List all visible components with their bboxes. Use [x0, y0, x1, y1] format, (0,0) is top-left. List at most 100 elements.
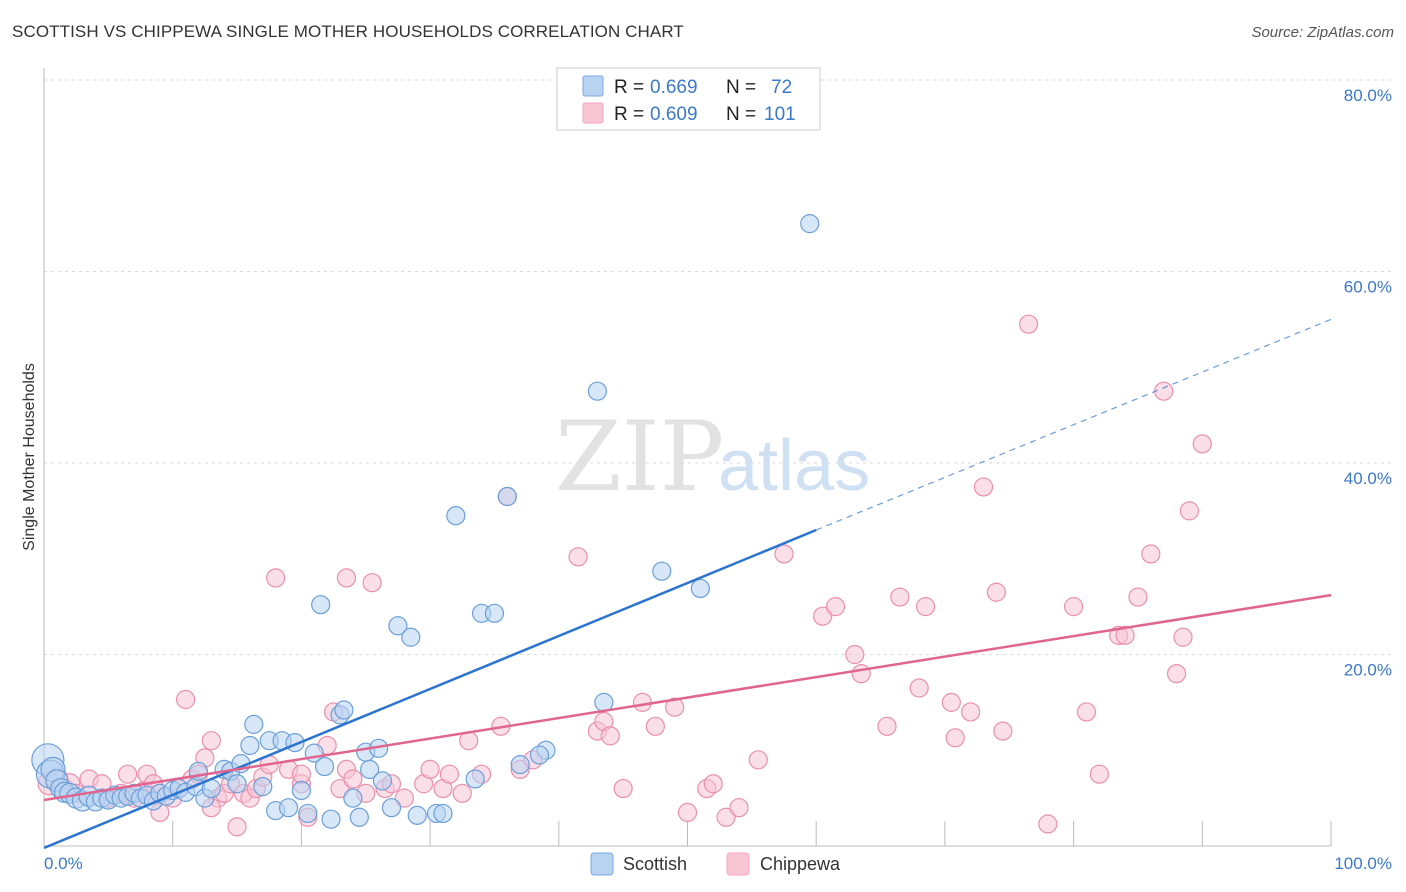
chippewa-point-40 [330, 778, 350, 799]
chippewa-point-96 [1128, 587, 1148, 607]
y-tick-label-60: 60.0% [1344, 278, 1392, 297]
chippewa-point-19 [175, 689, 196, 710]
scottish-points [31, 214, 820, 829]
scottish-point-52 [360, 759, 380, 780]
stats-legend: R = 0.669 N = 72 R = 0.609 N = 101 [556, 67, 821, 131]
chippewa-point-92 [1076, 702, 1097, 722]
chippewa-point-63 [600, 726, 620, 746]
scottish-point-54 [372, 771, 393, 791]
chippewa-point-65 [632, 692, 653, 712]
chippewa-point-93 [1089, 764, 1109, 784]
scottish-point-55 [381, 798, 402, 818]
chippewa-point-33 [266, 568, 286, 588]
legend-n-label-1: N = [726, 77, 756, 98]
watermark-atlas: atlas [718, 426, 870, 506]
scottish-point-42 [298, 803, 318, 824]
scottish-point-58 [407, 805, 427, 825]
source-label: Source: ZipAtlas.com [1251, 24, 1394, 41]
scottish-point-56 [388, 616, 408, 636]
scottish-point-70 [652, 561, 672, 581]
chippewa-point-76 [825, 597, 846, 617]
scottish-point-45 [314, 756, 335, 777]
series-legend-swatch-chippewa [726, 852, 750, 876]
scottish-point-61 [446, 506, 466, 526]
legend-r-value-2: 0.609 [650, 104, 698, 125]
chippewa-point-22 [201, 731, 221, 751]
scottish-trend-line [43, 528, 817, 850]
x-tick-labels: 0.0% 100.0% [44, 854, 1392, 873]
chippewa-point-78 [851, 664, 871, 684]
chippewa-point-86 [973, 477, 994, 497]
chippewa-point-102 [1179, 501, 1200, 521]
legend-swatch-chippewa [582, 102, 604, 124]
scottish-point-71 [690, 578, 710, 599]
chippewa-point-88 [993, 721, 1013, 741]
chippewa-point-36 [291, 764, 311, 784]
chippewa-point-70 [703, 774, 723, 794]
x-tick-label-min: 0.0% [44, 854, 83, 873]
scottish-point-44 [311, 595, 331, 615]
series-legend-chippewa: Chippewa [760, 854, 841, 874]
x-tick-label-max: 100.0% [1334, 854, 1392, 873]
chippewa-point-60 [568, 547, 588, 567]
scottish-point-35 [253, 777, 273, 797]
chippewa-point-72 [729, 798, 749, 818]
scottish-point-33 [240, 735, 260, 756]
chippewa-point-82 [909, 678, 929, 698]
scottish-point-66 [510, 755, 530, 775]
chippewa-point-80 [890, 587, 910, 607]
chippewa-point-73 [748, 750, 768, 770]
chippewa-point-66 [645, 716, 665, 736]
chart-title: SCOTTISH VS CHIPPEWA SINGLE MOTHER HOUSE… [12, 22, 684, 41]
y-tick-labels: 20.0% 40.0% 60.0% 80.0% [1344, 86, 1392, 680]
scottish-point-73 [529, 745, 550, 765]
scottish-point-50 [349, 807, 369, 827]
chippewa-point-77 [845, 644, 865, 665]
scottish-point-34 [244, 714, 264, 734]
y-tick-label-20: 20.0% [1344, 661, 1392, 680]
scottish-point-48 [334, 700, 354, 720]
chippewa-point-68 [677, 802, 698, 823]
chippewa-point-83 [941, 692, 961, 712]
chippewa-point-97 [1141, 544, 1161, 564]
legend-r-label-2: R = [614, 104, 644, 125]
chippewa-point-98 [1154, 381, 1174, 401]
legend-r-label-1: R = [614, 77, 644, 98]
scottish-point-57 [401, 627, 421, 647]
chippewa-points [37, 314, 1212, 837]
chippewa-point-89 [1018, 314, 1039, 334]
y-tick-label-40: 40.0% [1344, 469, 1392, 488]
chippewa-point-99 [1166, 664, 1187, 684]
scottish-point-65 [497, 486, 517, 507]
series-legend: Scottish Chippewa [590, 852, 841, 876]
chippewa-point-42 [336, 568, 357, 588]
series-legend-swatch-scottish [590, 852, 614, 876]
scottish-point-69 [587, 381, 608, 401]
y-axis-title: Single Mother Households [21, 363, 38, 551]
chippewa-point-87 [986, 582, 1006, 602]
chippewa-point-95 [1115, 625, 1135, 645]
chippewa-point-100 [1173, 627, 1193, 647]
scottish-point-72 [800, 214, 820, 234]
legend-r-value-1: 0.669 [650, 77, 698, 98]
chippewa-point-81 [915, 597, 936, 617]
legend-swatch-scottish [582, 75, 604, 97]
scottish-point-41 [291, 780, 311, 801]
chippewa-point-101 [1192, 434, 1212, 454]
chippewa-point-79 [877, 716, 897, 736]
chippewa-trend-line [43, 593, 1332, 802]
chippewa-point-9 [118, 764, 138, 784]
chippewa-point-91 [1063, 597, 1084, 617]
scottish-point-31 [227, 774, 247, 794]
chippewa-point-74 [774, 544, 794, 564]
scottish-point-64 [484, 603, 505, 623]
chippewa-point-50 [420, 759, 440, 780]
chippewa-point-67 [665, 697, 685, 717]
chippewa-point-48 [394, 788, 414, 808]
scottish-point-46 [321, 809, 341, 829]
chippewa-point-27 [227, 817, 247, 837]
scottish-point-60 [433, 803, 453, 824]
chippewa-point-53 [452, 783, 472, 803]
chippewa-point-75 [813, 606, 833, 626]
